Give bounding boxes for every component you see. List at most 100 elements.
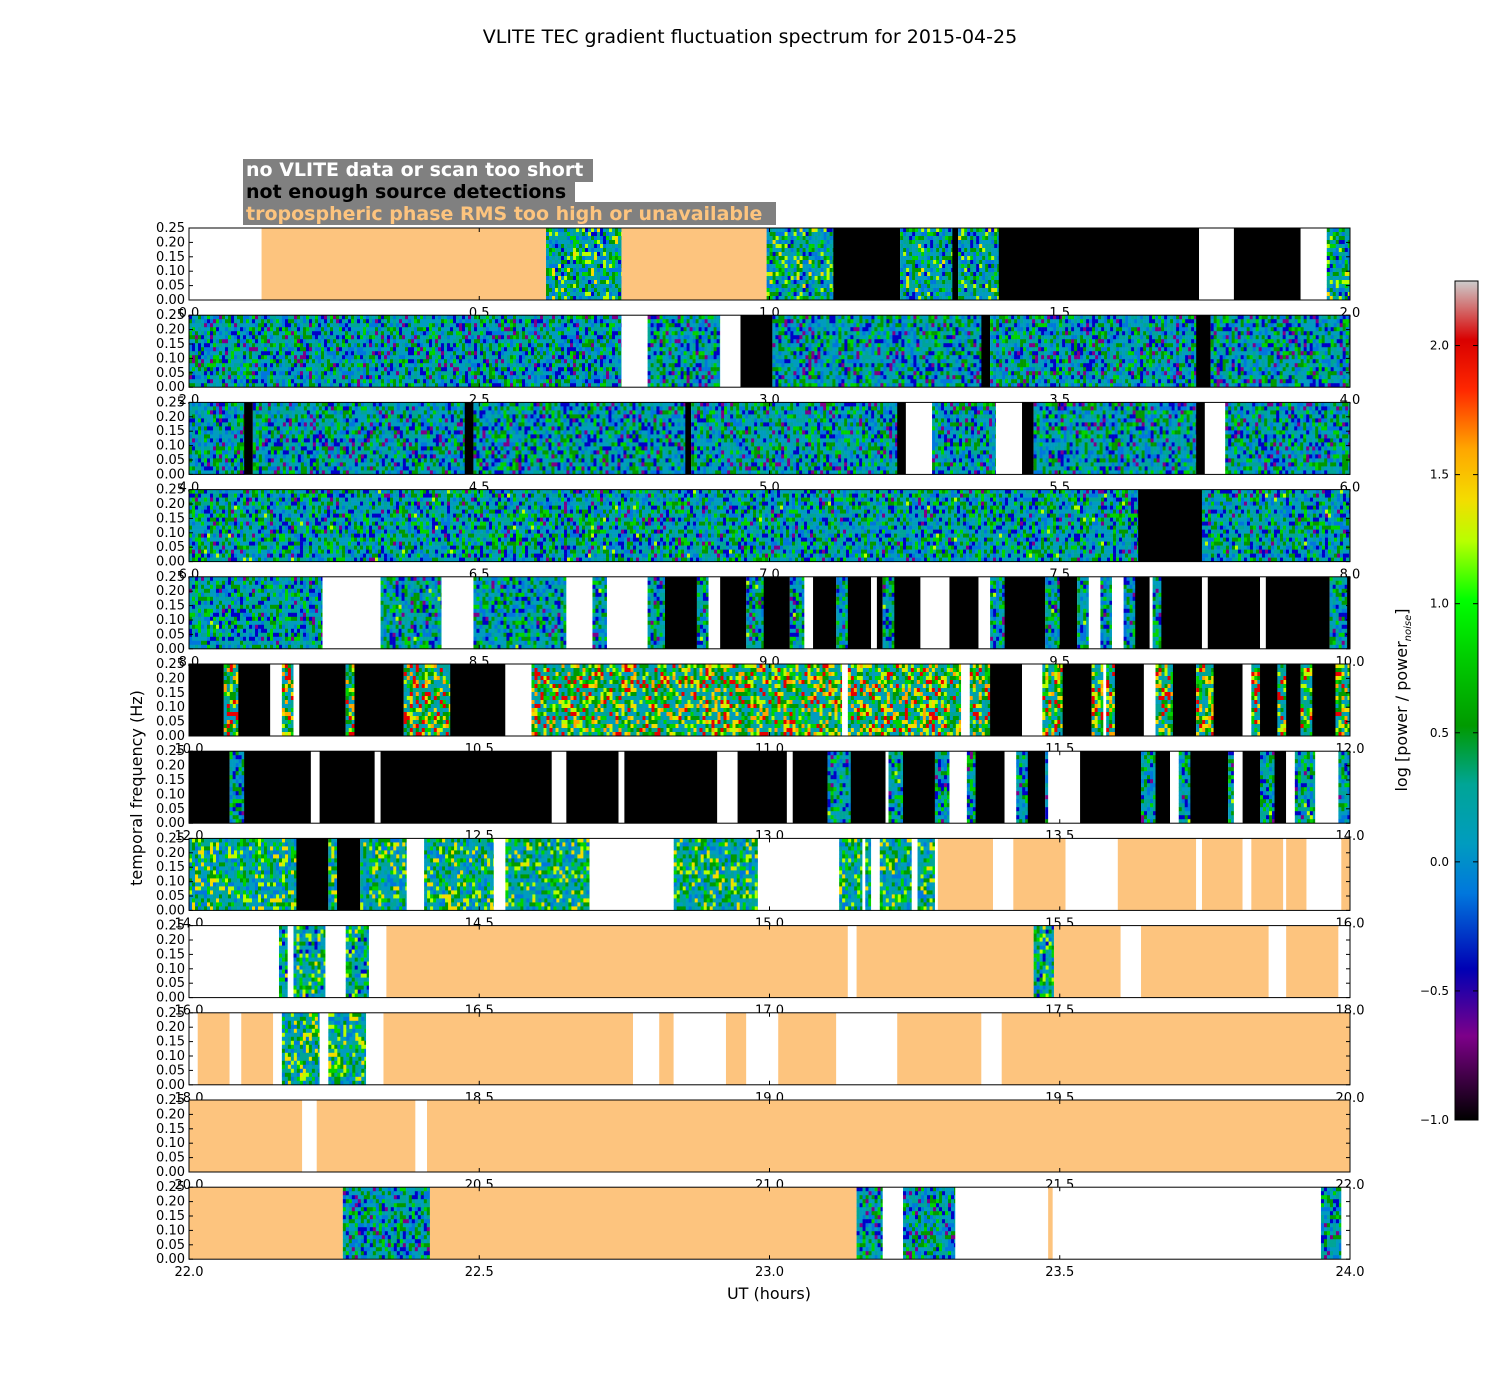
y-tick-label: 0.00 [156,555,185,570]
spectrum-segment [647,315,721,388]
y-tick-label: 0.10 [156,787,185,802]
segment-none [717,751,738,824]
spectrum-segment [345,664,355,737]
y-tick-label: 0.10 [156,700,185,715]
spectrum-segment [278,925,288,998]
y-tick-label: 0.20 [156,1020,185,1035]
segment-black [1161,576,1202,649]
legend-entry-tropospheric-rms: tropospheric phase RMS too high or unava… [246,203,762,225]
segment-orange [383,1012,634,1085]
segment-none [955,1187,1049,1260]
segment-orange [621,228,767,300]
colorbar-label-end: ] [1392,608,1411,614]
y-tick-label: 0.25 [156,308,185,323]
spectrum-segment [1338,751,1351,824]
segment-black [1114,664,1144,736]
spectrum-segment [1335,664,1351,737]
segment-none [368,925,387,998]
segment-none [310,751,320,824]
segment-none [1306,838,1342,911]
y-tick-label: 0.20 [156,584,185,599]
spectrum-segment [1077,576,1090,650]
segment-none [441,576,474,649]
spectrum-segment [328,838,338,911]
segment-none [618,751,625,824]
segment-black [740,315,773,388]
y-tick-label: 0.15 [156,337,185,352]
spectrum-segment [189,315,622,388]
spectrum-segment [342,1187,431,1260]
segment-none [978,576,991,649]
segment-orange [316,1100,416,1172]
segment-black [319,751,375,824]
segment-black [1027,751,1046,824]
segment-none [911,838,918,911]
segment-black [244,402,253,475]
y-tick-label: 0.15 [156,947,185,962]
segment-black [876,576,883,649]
segment-none [287,925,294,998]
segment-none [981,1012,1002,1085]
segment-none [882,1187,904,1260]
spectrum-segment [990,576,1005,650]
y-tick-label: 0.00 [156,642,185,657]
segment-black [720,576,747,649]
spectrum-segment [647,576,666,650]
segment-black [1213,664,1243,736]
y-tick-label: 0.20 [156,846,185,861]
panel-3: 0.000.050.100.150.200.254.0 4.5 5.0 5.5 6.0 [156,395,1360,495]
segment-none [673,1012,726,1085]
y-tick-label: 0.25 [156,570,185,585]
spectrum-segment [505,838,590,911]
spectrum-segment [1326,228,1351,301]
segment-none [1196,838,1202,911]
y-tick-label: 0.20 [156,235,185,250]
spectrum-segment [546,228,622,301]
segment-black [1207,576,1261,649]
segment-black [624,751,718,824]
panel-4: 0.000.050.100.150.200.256.0 6.5 7.0 7.5 8.0 [156,483,1360,583]
spectrum-segment [1123,576,1136,650]
y-tick-label: 0.05 [156,279,185,294]
x-tick-label: 22.5 [465,1265,494,1280]
colorbar-tick-label: 1.0 [1430,597,1449,611]
y-tick-label: 0.10 [156,1049,185,1064]
y-tick-label: 0.20 [156,671,185,686]
spectrum-segment [879,838,913,911]
segment-none [949,751,967,824]
segment-black [1265,576,1330,649]
segment-none [934,838,938,911]
y-tick-label: 0.00 [156,1252,185,1267]
y-tick-label: 0.25 [156,1093,185,1108]
spectrum-segment [1320,1187,1342,1260]
spectrum-segment [882,576,895,650]
y-tick-label: 0.00 [156,1165,185,1180]
y-tick-label: 0.25 [156,483,185,498]
spectrum-segment [772,315,982,388]
segment-none [871,576,877,649]
segment-black [1080,751,1142,824]
y-tick-label: 0.25 [156,657,185,672]
spectrum-segment [1042,664,1063,737]
y-tick-label: 0.10 [156,1136,185,1151]
segment-black [737,751,787,824]
spectrum-segment [1294,751,1316,824]
segment-orange [386,925,848,998]
spectrum-segment [1196,664,1214,737]
spectrum-segment [229,751,245,824]
y-tick-label: 0.05 [156,889,185,904]
segment-none [322,576,381,649]
y-tick-label: 0.20 [156,1195,185,1210]
spectrum-segment [1100,576,1113,650]
segment-orange [1053,925,1121,998]
segment-none [920,576,950,649]
segment-black [1022,402,1034,475]
segment-none [273,1012,282,1085]
segment-none [493,838,506,911]
segment-orange [189,1100,303,1172]
segment-orange [1001,1012,1350,1085]
segment-black [1138,489,1202,562]
segment-black [189,751,230,824]
segment-black [1059,576,1078,649]
segment-none [871,838,880,911]
